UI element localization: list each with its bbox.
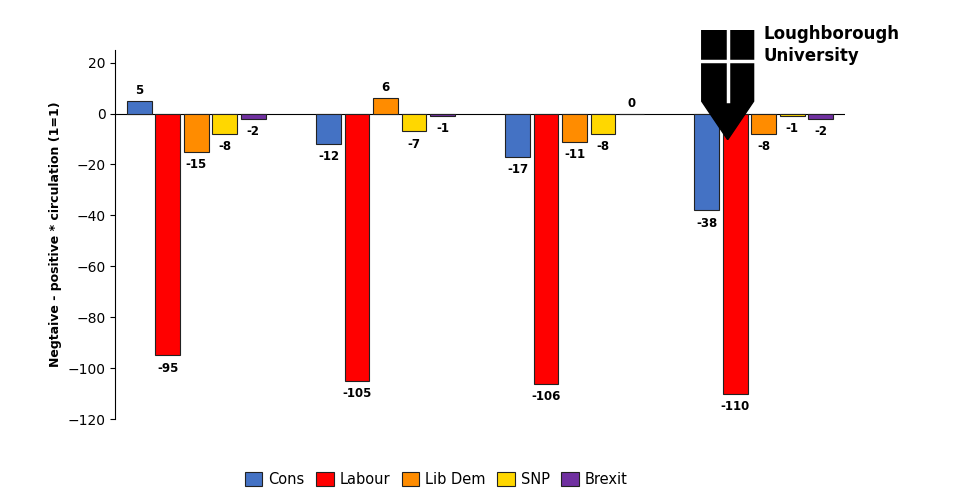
Bar (694, 114, 719, 211)
Text: -15: -15 (185, 158, 207, 171)
Text: 0: 0 (628, 97, 636, 110)
Text: -106: -106 (532, 390, 561, 403)
Text: -105: -105 (343, 387, 372, 400)
Legend: Cons, Labour, Lib Dem, SNP, Brexit: Cons, Labour, Lib Dem, SNP, Brexit (239, 467, 634, 493)
Text: -12: -12 (318, 151, 339, 164)
Text: -8: -8 (596, 140, 610, 153)
Text: -110: -110 (721, 400, 750, 413)
Bar (156, 114, 180, 355)
Bar (752, 114, 776, 134)
Bar (373, 98, 397, 114)
Bar (780, 114, 804, 116)
Y-axis label: Negtaive - positive * circulation (1=1): Negtaive - positive * circulation (1=1) (49, 102, 62, 367)
Bar (127, 101, 152, 114)
Text: -95: -95 (157, 362, 179, 375)
Bar (241, 114, 266, 119)
Text: -38: -38 (696, 217, 717, 230)
Bar (590, 114, 615, 134)
Polygon shape (702, 30, 754, 140)
Text: -2: -2 (247, 125, 260, 138)
Bar (505, 114, 530, 157)
Bar (723, 114, 748, 394)
Text: 6: 6 (381, 81, 390, 94)
Text: -7: -7 (407, 138, 420, 151)
Text: -1: -1 (436, 122, 449, 136)
Text: -11: -11 (564, 148, 586, 161)
Bar (184, 114, 208, 152)
Text: -1: -1 (785, 122, 799, 136)
Bar (212, 114, 237, 134)
Bar (430, 114, 455, 116)
Text: -2: -2 (814, 125, 828, 138)
Bar (534, 114, 559, 384)
Bar (401, 114, 426, 131)
Text: -8: -8 (757, 140, 770, 153)
Text: -8: -8 (218, 140, 231, 153)
Text: -17: -17 (507, 163, 528, 176)
Bar (345, 114, 370, 381)
Bar (563, 114, 587, 142)
Text: Loughborough
University: Loughborough University (763, 25, 900, 65)
Text: 5: 5 (135, 84, 143, 97)
Bar (316, 114, 341, 144)
Bar (808, 114, 833, 119)
